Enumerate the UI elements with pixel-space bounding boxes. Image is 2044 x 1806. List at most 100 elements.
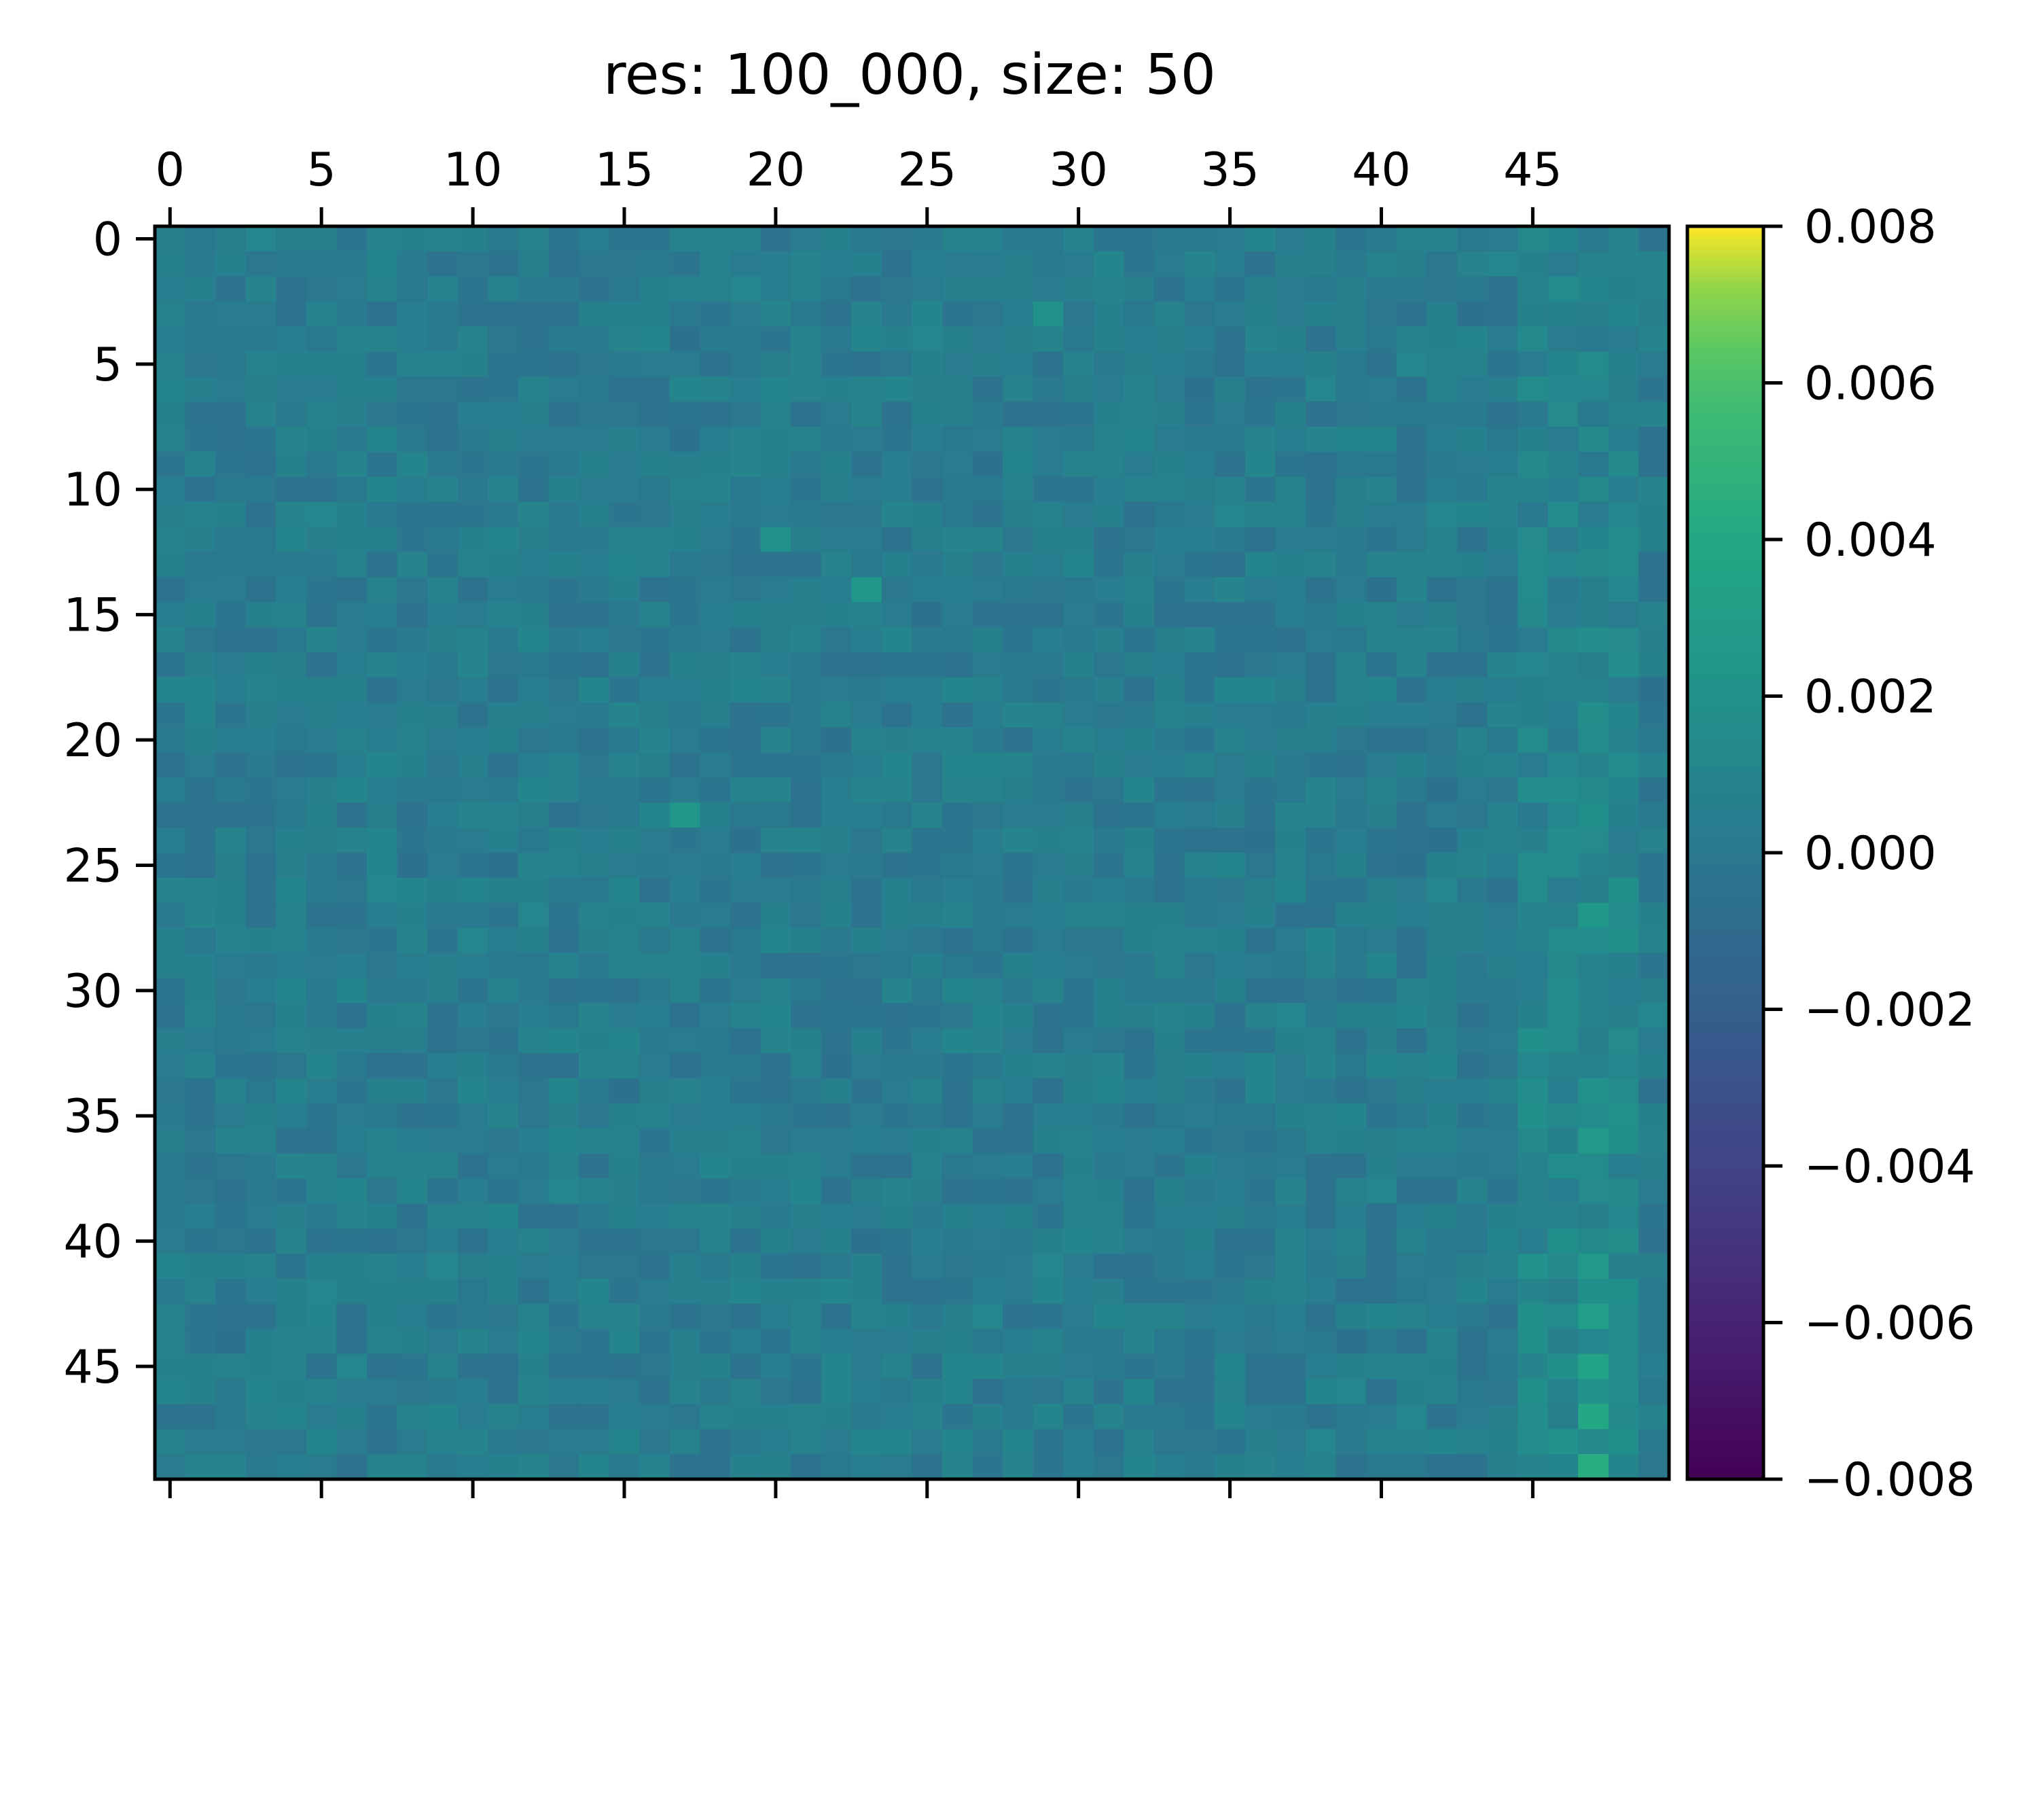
- heatmap-cell: [791, 802, 822, 828]
- heatmap-cell: [1427, 427, 1458, 453]
- heatmap-cell: [1275, 1353, 1306, 1380]
- heatmap-cell: [548, 1278, 579, 1305]
- heatmap-cell: [1396, 1328, 1427, 1355]
- heatmap-cell: [669, 1128, 701, 1154]
- heatmap-cell: [669, 1228, 701, 1254]
- heatmap-cell: [1093, 1128, 1125, 1154]
- heatmap-cell: [881, 1003, 913, 1029]
- heatmap-cell: [1124, 978, 1155, 1004]
- heatmap-cell: [367, 1103, 398, 1129]
- heatmap-cell: [579, 702, 610, 728]
- heatmap-cell: [1518, 702, 1549, 728]
- heatmap-cell: [730, 427, 761, 453]
- heatmap-cell: [881, 427, 913, 453]
- heatmap-cell: [245, 1153, 276, 1180]
- heatmap-cell: [1306, 978, 1337, 1004]
- heatmap-cell: [488, 301, 519, 327]
- heatmap-cell: [488, 877, 519, 904]
- heatmap-cell: [457, 1254, 488, 1279]
- heatmap-cell: [367, 552, 398, 578]
- heatmap-cell: [1093, 1153, 1125, 1180]
- heatmap-cell: [427, 226, 459, 252]
- heatmap-cell: [427, 1178, 459, 1204]
- heatmap-cell: [1124, 402, 1155, 427]
- heatmap-cell: [1427, 1178, 1458, 1204]
- heatmap-cell: [1518, 1103, 1549, 1129]
- heatmap-cell: [245, 1078, 276, 1104]
- heatmap-cell: [245, 652, 276, 678]
- heatmap-cell: [1518, 877, 1549, 904]
- heatmap-cell: [1608, 677, 1640, 703]
- heatmap-cell: [1608, 1303, 1640, 1330]
- heatmap-cell: [1487, 877, 1518, 904]
- heatmap-cell: [215, 1328, 247, 1355]
- heatmap-cell: [1578, 877, 1609, 904]
- heatmap-cell: [1396, 752, 1427, 778]
- heatmap-cell: [488, 1178, 519, 1204]
- heatmap-cell: [791, 1404, 822, 1430]
- heatmap-cell: [1396, 1254, 1427, 1279]
- heatmap-cell: [488, 552, 519, 578]
- heatmap-cell: [1275, 1003, 1306, 1029]
- heatmap-cell: [579, 501, 610, 528]
- heatmap-cell: [1154, 602, 1185, 628]
- heatmap-cell: [1184, 1078, 1215, 1104]
- heatmap-cell: [881, 1128, 913, 1154]
- heatmap-cell: [155, 276, 186, 302]
- heatmap-cell: [942, 1404, 973, 1430]
- heatmap-cell: [1244, 226, 1276, 252]
- heatmap-cell: [1275, 1128, 1306, 1154]
- heatmap-cell: [730, 577, 761, 603]
- heatmap-cell: [155, 251, 186, 277]
- heatmap-cell: [306, 777, 338, 803]
- heatmap-cell: [700, 777, 731, 803]
- heatmap-cell: [457, 501, 488, 528]
- heatmap-cell: [1124, 1454, 1155, 1480]
- heatmap-cell: [1093, 1228, 1125, 1254]
- heatmap-cell: [1547, 276, 1579, 302]
- heatmap-cell: [215, 476, 247, 503]
- heatmap-cell: [457, 727, 488, 754]
- heatmap-cell: [367, 828, 398, 853]
- heatmap-cell: [215, 652, 247, 678]
- heatmap-cell: [306, 853, 338, 879]
- heatmap-cell: [972, 1178, 1003, 1204]
- heatmap-cell: [1427, 602, 1458, 628]
- heatmap-cell: [639, 577, 670, 603]
- heatmap-cell: [881, 978, 913, 1004]
- heatmap-cell: [1638, 1404, 1670, 1430]
- heatmap-cell: [912, 402, 943, 427]
- heatmap-cell: [669, 1429, 701, 1455]
- heatmap-cell: [821, 953, 852, 978]
- heatmap-cell: [548, 276, 579, 302]
- heatmap-cell: [1306, 1153, 1337, 1180]
- heatmap-cell: [1063, 351, 1094, 377]
- heatmap-cell: [1306, 652, 1337, 678]
- heatmap-cell: [1427, 652, 1458, 678]
- heatmap-cell: [155, 877, 186, 904]
- heatmap-cell: [518, 451, 550, 478]
- heatmap-cell: [942, 1454, 973, 1480]
- heatmap-cell: [276, 351, 307, 377]
- heatmap-cell: [1335, 777, 1367, 803]
- heatmap-cell: [1335, 1203, 1367, 1229]
- heatmap-cell: [1154, 1103, 1185, 1129]
- heatmap-cell: [760, 251, 791, 277]
- heatmap-cell: [730, 877, 761, 904]
- heatmap-cell: [1608, 652, 1640, 678]
- heatmap-cell: [1033, 1328, 1064, 1355]
- heatmap-cell: [1427, 276, 1458, 302]
- heatmap-cell: [821, 451, 852, 478]
- heatmap-cell: [245, 802, 276, 828]
- heatmap-cell: [185, 301, 216, 327]
- heatmap-cell: [1275, 476, 1306, 503]
- heatmap-cell: [730, 1404, 761, 1430]
- heatmap-cell: [1456, 602, 1488, 628]
- heatmap-cell: [155, 752, 186, 778]
- heatmap-cell: [1154, 1128, 1185, 1154]
- heatmap-cell: [912, 577, 943, 603]
- heatmap-cell: [1366, 828, 1397, 853]
- heatmap-cell: [1306, 301, 1337, 327]
- heatmap-cell: [1275, 1053, 1306, 1079]
- heatmap-cell: [1518, 1379, 1549, 1404]
